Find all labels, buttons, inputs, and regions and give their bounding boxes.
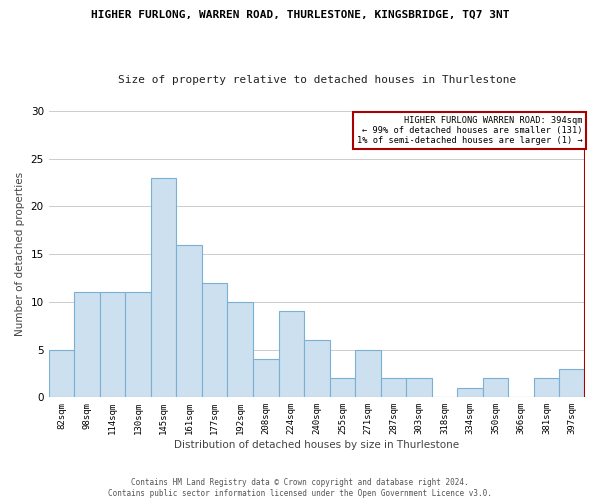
Bar — [534, 378, 559, 398]
Bar — [355, 350, 380, 398]
Title: Size of property relative to detached houses in Thurlestone: Size of property relative to detached ho… — [118, 75, 516, 85]
Bar — [457, 388, 483, 398]
Bar — [74, 292, 100, 398]
Bar — [380, 378, 406, 398]
Bar — [304, 340, 329, 398]
Text: HIGHER FURLONG WARREN ROAD: 394sqm
← 99% of detached houses are smaller (131)
1%: HIGHER FURLONG WARREN ROAD: 394sqm ← 99%… — [356, 116, 583, 146]
X-axis label: Distribution of detached houses by size in Thurlestone: Distribution of detached houses by size … — [174, 440, 460, 450]
Bar — [227, 302, 253, 398]
Bar — [151, 178, 176, 398]
Bar — [125, 292, 151, 398]
Y-axis label: Number of detached properties: Number of detached properties — [15, 172, 25, 336]
Bar — [176, 244, 202, 398]
Bar — [49, 350, 74, 398]
Bar — [329, 378, 355, 398]
Bar — [483, 378, 508, 398]
Bar — [202, 282, 227, 398]
Bar — [278, 312, 304, 398]
Text: HIGHER FURLONG, WARREN ROAD, THURLESTONE, KINGSBRIDGE, TQ7 3NT: HIGHER FURLONG, WARREN ROAD, THURLESTONE… — [91, 10, 509, 20]
Bar — [406, 378, 432, 398]
Bar — [559, 368, 585, 398]
Bar — [253, 359, 278, 398]
Bar — [100, 292, 125, 398]
Text: Contains HM Land Registry data © Crown copyright and database right 2024.
Contai: Contains HM Land Registry data © Crown c… — [108, 478, 492, 498]
